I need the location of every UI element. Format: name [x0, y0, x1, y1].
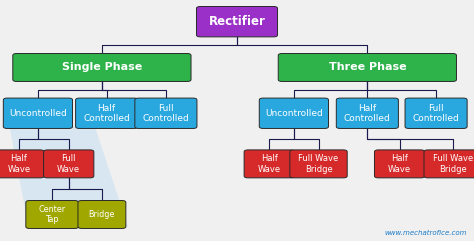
Text: Three Phase: Three Phase	[328, 62, 406, 73]
Text: Single Phase: Single Phase	[62, 62, 142, 73]
FancyBboxPatch shape	[336, 98, 398, 128]
FancyBboxPatch shape	[405, 98, 467, 128]
Text: Rectifier: Rectifier	[209, 15, 265, 28]
FancyBboxPatch shape	[44, 150, 94, 178]
Polygon shape	[9, 127, 128, 227]
FancyBboxPatch shape	[78, 201, 126, 228]
Text: Uncontrolled: Uncontrolled	[9, 109, 67, 118]
Text: Half
Controlled: Half Controlled	[344, 104, 391, 123]
Text: Half
Wave: Half Wave	[388, 154, 411, 174]
Text: Full Wave
Bridge: Full Wave Bridge	[299, 154, 338, 174]
FancyBboxPatch shape	[3, 98, 73, 128]
FancyBboxPatch shape	[196, 7, 277, 37]
Text: Half
Controlled: Half Controlled	[83, 104, 130, 123]
FancyBboxPatch shape	[374, 150, 425, 178]
FancyBboxPatch shape	[26, 201, 78, 228]
Text: Full
Wave: Full Wave	[57, 154, 80, 174]
Text: Full
Controlled: Full Controlled	[413, 104, 459, 123]
Text: Half
Wave: Half Wave	[258, 154, 281, 174]
FancyBboxPatch shape	[424, 150, 474, 178]
Text: www.mechatrofice.com: www.mechatrofice.com	[384, 230, 467, 236]
FancyBboxPatch shape	[244, 150, 294, 178]
FancyBboxPatch shape	[259, 98, 328, 128]
FancyBboxPatch shape	[278, 54, 456, 81]
FancyBboxPatch shape	[290, 150, 347, 178]
FancyBboxPatch shape	[75, 98, 137, 128]
FancyBboxPatch shape	[13, 54, 191, 81]
Text: Bridge: Bridge	[89, 210, 115, 219]
Text: Full
Controlled: Full Controlled	[143, 104, 189, 123]
FancyBboxPatch shape	[135, 98, 197, 128]
FancyBboxPatch shape	[0, 150, 44, 178]
Text: Full Wave
Bridge: Full Wave Bridge	[433, 154, 473, 174]
Text: Uncontrolled: Uncontrolled	[265, 109, 323, 118]
Text: Half
Wave: Half Wave	[8, 154, 30, 174]
Text: Center
Tap: Center Tap	[38, 205, 66, 224]
